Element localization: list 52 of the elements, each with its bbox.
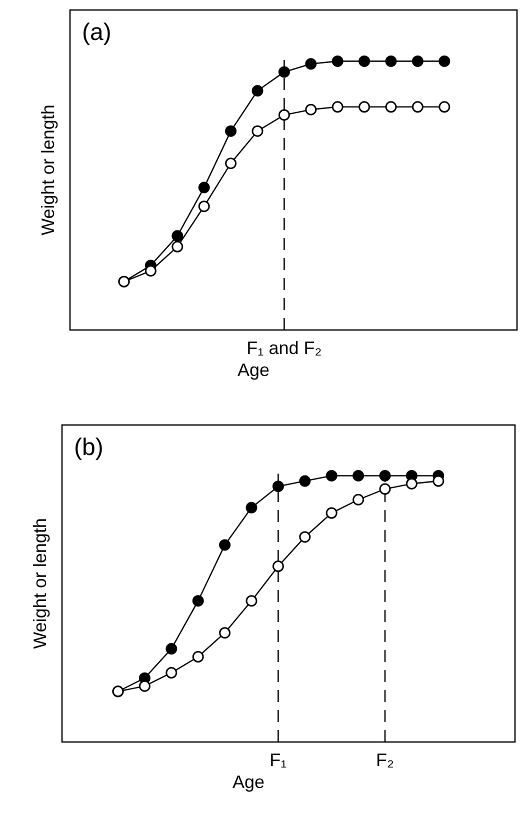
point xyxy=(252,85,264,97)
point xyxy=(166,643,178,655)
point xyxy=(305,104,317,116)
point xyxy=(278,66,290,78)
point xyxy=(144,265,156,277)
point xyxy=(412,101,424,113)
point xyxy=(332,55,344,67)
point xyxy=(225,158,237,170)
point xyxy=(252,125,264,137)
point xyxy=(172,240,184,252)
point xyxy=(352,470,364,482)
point xyxy=(326,470,338,482)
x-axis-title: Age xyxy=(237,360,270,380)
point xyxy=(326,507,338,519)
chart-title: (a) xyxy=(82,19,112,46)
point xyxy=(272,480,284,492)
point xyxy=(225,125,237,137)
point xyxy=(379,483,391,495)
point xyxy=(198,200,210,212)
point xyxy=(379,470,391,482)
x-tick-label: F₁ xyxy=(270,750,287,770)
point xyxy=(172,230,184,242)
text: F₁ and F₂ xyxy=(246,338,322,358)
point xyxy=(438,55,450,67)
x-tick-label: F₂ xyxy=(376,750,394,770)
point xyxy=(272,560,284,572)
x-axis-title: Age xyxy=(232,772,265,792)
chart-title: (b) xyxy=(74,434,104,461)
point xyxy=(358,101,370,113)
y-axis-title: Weight or length xyxy=(30,518,50,649)
point xyxy=(192,651,204,663)
point xyxy=(192,595,204,607)
point xyxy=(385,55,397,67)
point xyxy=(305,58,317,70)
point xyxy=(198,182,210,194)
point xyxy=(332,101,344,113)
point xyxy=(412,55,424,67)
point xyxy=(352,494,364,506)
point xyxy=(385,101,397,113)
point xyxy=(438,101,450,113)
point xyxy=(278,109,290,121)
y-axis-title: Weight or length xyxy=(38,104,58,236)
point xyxy=(219,539,231,551)
point xyxy=(299,475,311,487)
point xyxy=(219,627,231,639)
point xyxy=(246,595,258,607)
point xyxy=(432,475,444,487)
point xyxy=(358,55,370,67)
point xyxy=(246,502,258,514)
point xyxy=(166,667,178,679)
point xyxy=(299,531,311,543)
point xyxy=(138,680,150,692)
